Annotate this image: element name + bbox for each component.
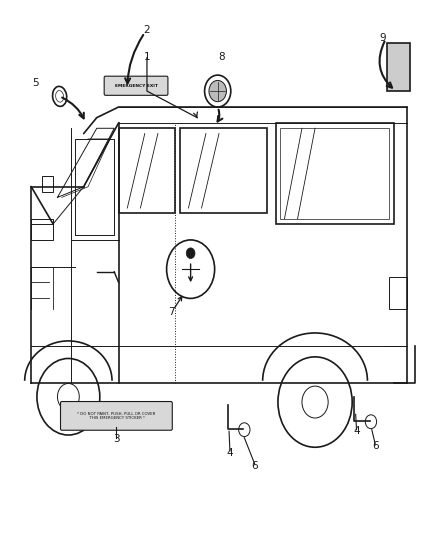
Bar — [42, 176, 53, 192]
Text: 6: 6 — [251, 461, 258, 471]
Text: 8: 8 — [218, 52, 225, 61]
Text: * DO NOT PAINT, PUSH, PULL OR COVER
  THIS EMERGENCY STICKER *: * DO NOT PAINT, PUSH, PULL OR COVER THIS… — [77, 411, 155, 420]
Bar — [180, 128, 267, 213]
Text: EMERGENCY EXIT: EMERGENCY EXIT — [115, 84, 158, 88]
Text: 4: 4 — [226, 448, 233, 457]
Text: 9: 9 — [379, 33, 386, 43]
Circle shape — [209, 80, 226, 102]
Text: 7: 7 — [168, 306, 174, 317]
FancyBboxPatch shape — [104, 76, 168, 95]
Bar — [276, 123, 394, 224]
Bar — [31, 219, 53, 240]
Bar — [389, 277, 407, 309]
Text: 4: 4 — [353, 426, 360, 437]
Text: 5: 5 — [32, 78, 39, 88]
Text: 2: 2 — [144, 25, 150, 35]
Circle shape — [186, 248, 195, 259]
Bar — [280, 128, 389, 219]
FancyBboxPatch shape — [60, 401, 172, 430]
Bar — [387, 43, 410, 91]
Text: 3: 3 — [113, 434, 120, 445]
Bar — [119, 128, 175, 213]
Text: 6: 6 — [372, 441, 378, 451]
Text: 1: 1 — [144, 52, 150, 61]
